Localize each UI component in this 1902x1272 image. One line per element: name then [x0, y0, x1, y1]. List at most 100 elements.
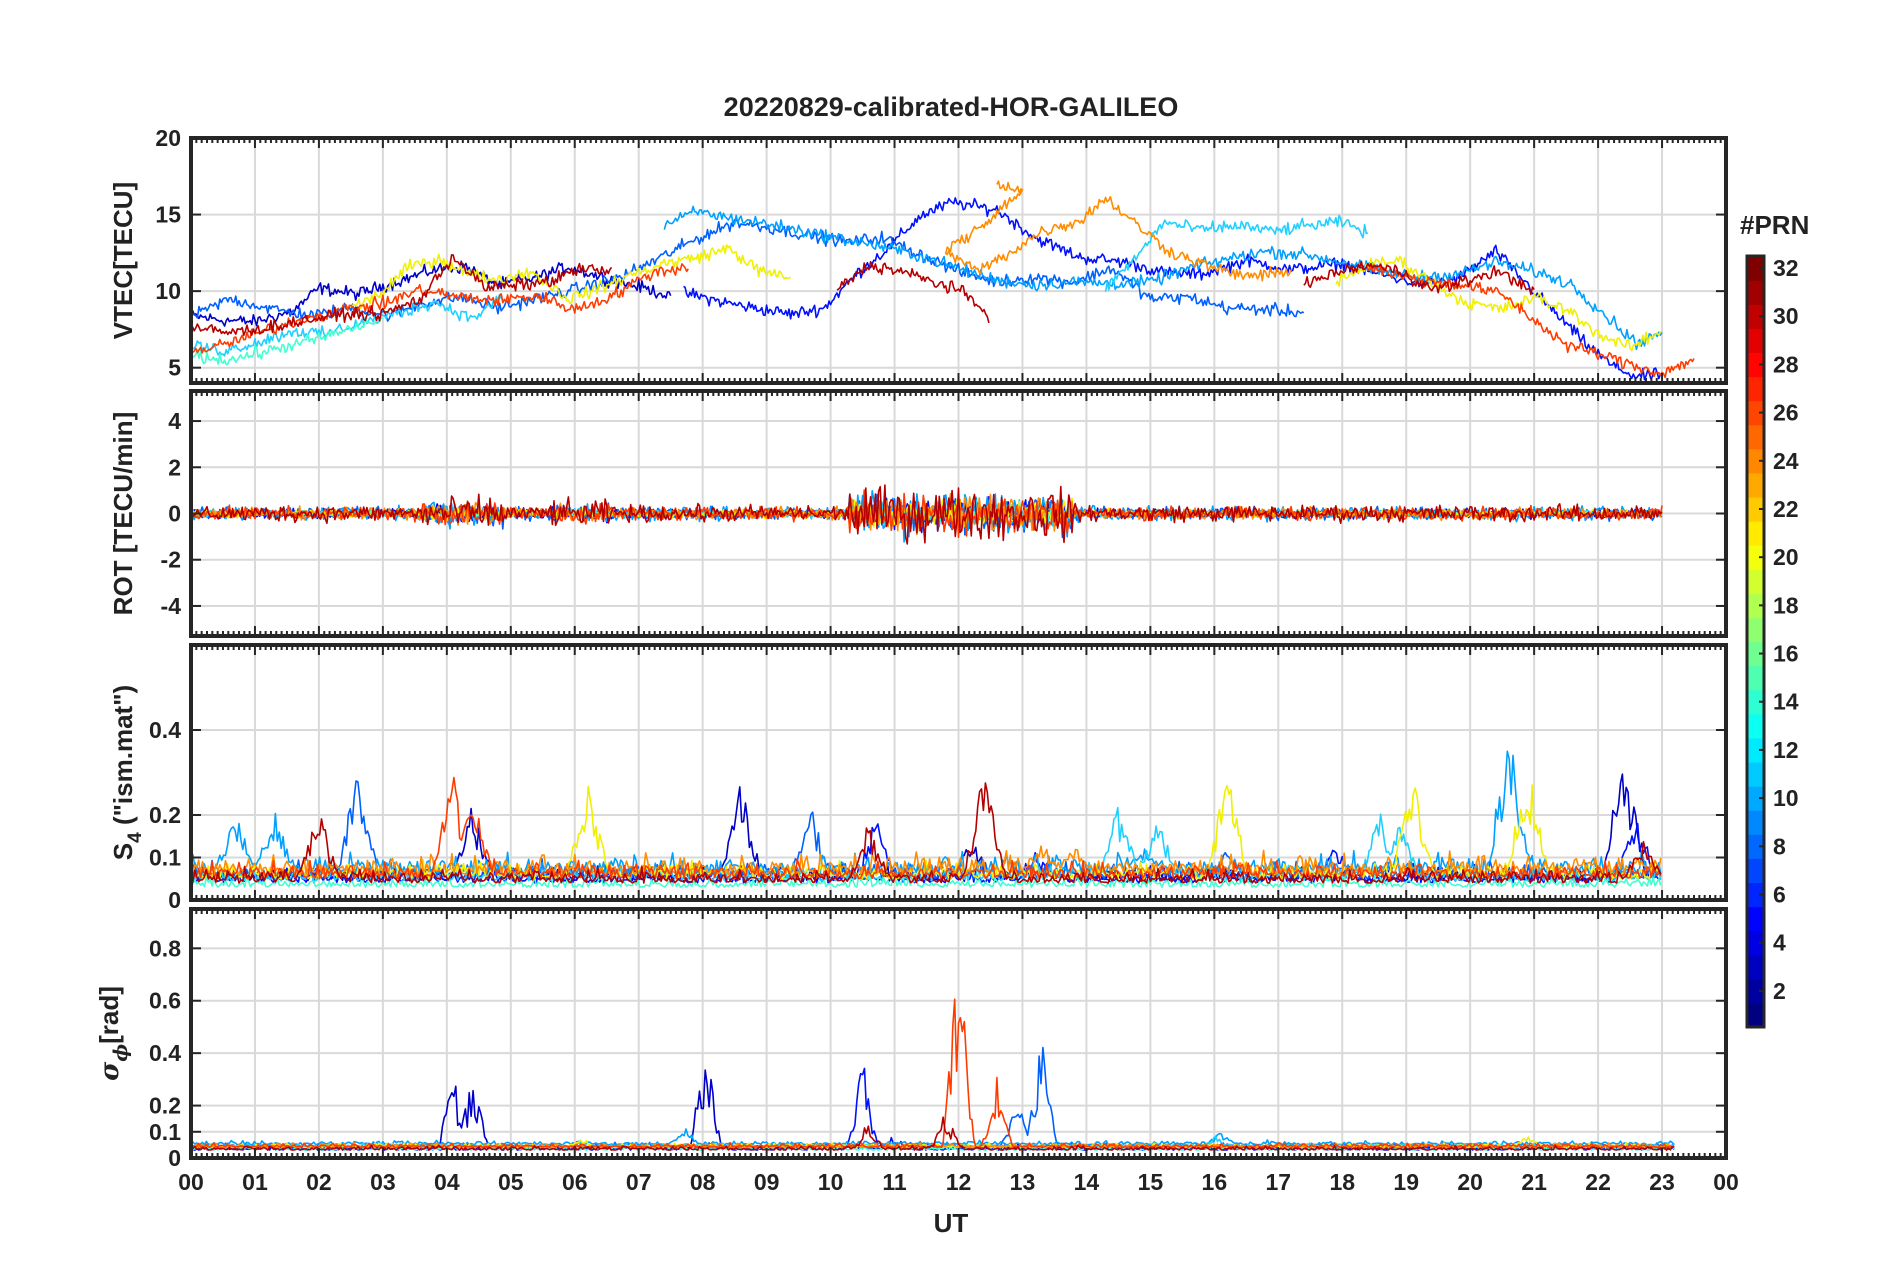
y-label-sub: 4 — [125, 832, 146, 843]
colorbar-cell — [1747, 521, 1764, 546]
x-tick-label: 08 — [690, 1169, 716, 1195]
colorbar-cell — [1747, 569, 1764, 594]
series-prn-13-s4 — [191, 874, 1662, 888]
series-prn-9-s4 — [191, 750, 1662, 876]
colorbar-cell — [1747, 304, 1764, 329]
colorbar-cell — [1747, 906, 1764, 932]
series-prn-9-vtec — [663, 205, 1663, 351]
colorbar-cell — [1747, 689, 1764, 715]
colorbar-tick-label: 14 — [1773, 689, 1799, 715]
x-tick-label: 19 — [1393, 1169, 1419, 1195]
panel-vtec: 5 10 15 20 VTEC[TECU] — [108, 125, 1728, 385]
series-prn-31-sigphi — [191, 1116, 1675, 1151]
y-label-sub: ϕ — [110, 1044, 132, 1062]
series-group-sigphi — [191, 998, 1675, 1151]
colorbar-cell — [1747, 737, 1764, 763]
colorbar-tick-label: 22 — [1773, 496, 1799, 522]
y-tick-label: 15 — [155, 202, 181, 228]
series-prn-19-s4 — [191, 784, 1662, 880]
colorbar-cell — [1747, 882, 1764, 908]
x-tick-label: 01 — [242, 1169, 268, 1195]
y-axis-label-rot: ROT [TECU/min] — [108, 412, 138, 616]
colorbar-tick-label: 26 — [1773, 400, 1799, 426]
colorbar-tick-label: 16 — [1773, 641, 1799, 667]
colorbar-cell — [1747, 256, 1764, 281]
y-tick-label: 4 — [168, 408, 181, 434]
series-prn-13-vtec — [191, 316, 384, 366]
colorbar-cell — [1747, 400, 1764, 426]
x-tick-label: 14 — [1074, 1169, 1100, 1195]
colorbar-cell — [1747, 593, 1764, 619]
y-axis-label-vtec: VTEC[TECU] — [108, 182, 138, 339]
colorbar-cell — [1747, 328, 1764, 353]
series-prn-31-s4 — [191, 782, 1662, 884]
y-tick-label: -2 — [161, 547, 181, 573]
x-tick-label: 18 — [1329, 1169, 1355, 1195]
series-prn-31-vtec — [191, 254, 1535, 336]
series-group-rot — [191, 484, 1663, 545]
colorbar-cell — [1747, 1002, 1764, 1028]
y-axis-label-s4: S4 ("ism.mat") — [108, 685, 146, 860]
x-tick-label: 00 — [1713, 1169, 1739, 1195]
colorbar-cell — [1747, 424, 1764, 450]
colorbar-tick-label: 18 — [1773, 592, 1799, 618]
y-label-part: ("ism.mat") — [108, 685, 138, 832]
y-label-sym: σ — [95, 1061, 125, 1081]
x-axis-label: UT — [934, 1208, 969, 1238]
x-tick-label: 10 — [818, 1169, 844, 1195]
x-tick-label: 15 — [1138, 1169, 1164, 1195]
x-tick-label: 04 — [434, 1169, 460, 1195]
y-axis-label-sigphi: σϕ[rad] — [94, 986, 132, 1081]
colorbar-cell — [1747, 713, 1764, 739]
x-tick-label: 20 — [1457, 1169, 1483, 1195]
series-prn-4-sigphi — [191, 1067, 1675, 1151]
colorbar-cell — [1747, 761, 1764, 787]
series-prn-19-vtec — [350, 244, 1663, 352]
colorbar-cell — [1747, 665, 1764, 691]
colorbar-cell — [1747, 617, 1764, 643]
colorbar-cell — [1747, 280, 1764, 305]
x-tick-label: 02 — [306, 1169, 332, 1195]
y-tick-label: 20 — [155, 125, 181, 151]
panel-rot: 4 2 0 -2 -4 ROT [TECU/min] — [108, 389, 1728, 638]
colorbar-cell — [1747, 834, 1764, 859]
colorbar-cell — [1747, 641, 1764, 667]
y-tick-label: 0 — [168, 1145, 181, 1171]
y-tick-label: 10 — [155, 278, 181, 304]
x-tick-label: 23 — [1649, 1169, 1675, 1195]
series-prn-2-vtec — [191, 260, 672, 327]
series-prn-26-s4 — [191, 776, 1662, 880]
colorbar-tick-label: 8 — [1773, 833, 1786, 859]
y-tick-label: 0.1 — [149, 1119, 181, 1145]
x-tick-label: 22 — [1585, 1169, 1611, 1195]
colorbar-tick-label: 24 — [1773, 448, 1799, 474]
series-group-s4 — [191, 750, 1662, 888]
chart-title: 20220829-calibrated-HOR-GALILEO — [724, 92, 1179, 122]
colorbar-tick-label: 30 — [1773, 303, 1799, 329]
series-prn-11-vtec — [191, 214, 1368, 357]
x-tick-label: 12 — [946, 1169, 972, 1195]
colorbar-tick-label: 28 — [1773, 351, 1799, 377]
colorbar-tick-label: 32 — [1773, 255, 1799, 281]
x-tick-label: 05 — [498, 1169, 524, 1195]
colorbar-cell — [1747, 930, 1764, 956]
colorbar-tick-label: 12 — [1773, 737, 1799, 763]
series-group-vtec — [191, 180, 1695, 381]
colorbar-frame — [1745, 254, 1766, 1029]
y-tick-label: 0.1 — [149, 845, 181, 871]
colorbar-tick-label: 6 — [1773, 881, 1786, 907]
x-tick-label: 21 — [1521, 1169, 1547, 1195]
y-tick-label: 0 — [168, 501, 181, 527]
y-tick-label: 5 — [168, 355, 181, 381]
y-tick-label: 0.4 — [149, 717, 181, 743]
colorbar-cell — [1747, 545, 1764, 570]
x-tick-label: 13 — [1010, 1169, 1036, 1195]
x-tick-label: 07 — [626, 1169, 652, 1195]
colorbar-tick-label: 2 — [1773, 978, 1786, 1004]
colorbar-cell — [1747, 448, 1764, 474]
colorbar-cell — [1747, 496, 1764, 522]
colorbar-tick-label: 10 — [1773, 785, 1799, 811]
x-tick-label: 00 — [178, 1169, 204, 1195]
